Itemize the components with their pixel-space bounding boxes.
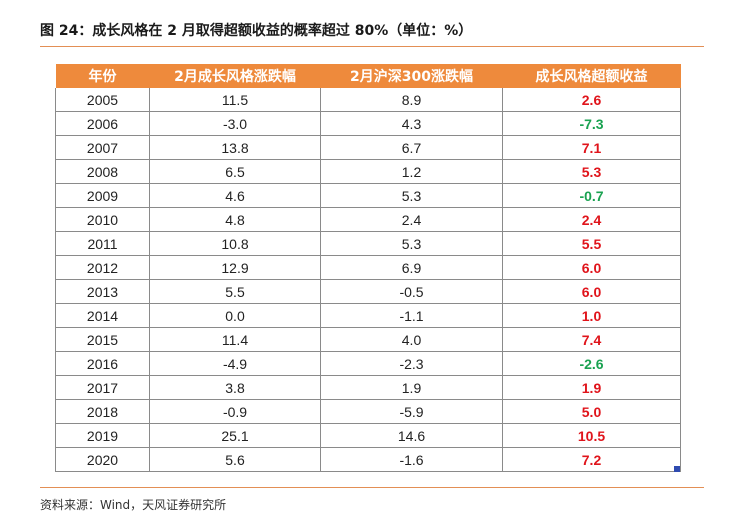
cell-year: 2019 [55,423,150,448]
table-row: 2009 4.6 5.3 -0.7 [55,183,681,208]
table-row: 2006 -3.0 4.3 -7.3 [55,111,681,136]
cell-year: 2006 [55,111,150,136]
cell-year: 2007 [55,135,150,160]
cell-growth-change: 5.6 [149,447,321,472]
cell-growth-change: 3.8 [149,375,321,400]
cell-growth-change: 25.1 [149,423,321,448]
table-row: 2008 6.5 1.2 5.3 [55,159,681,184]
source-note: 资料来源：Wind，天风证券研究所 [40,498,227,512]
cell-excess-return: 7.2 [502,447,681,472]
cell-csi300-change: 4.3 [320,111,503,136]
cell-csi300-change: 1.2 [320,159,503,184]
title-divider [40,46,704,47]
cell-growth-change: 4.6 [149,183,321,208]
cell-year: 2010 [55,207,150,232]
cell-csi300-change: -1.6 [320,447,503,472]
cell-excess-return: 6.0 [502,279,681,304]
cell-growth-change: 12.9 [149,255,321,280]
cell-year: 2008 [55,159,150,184]
cell-growth-change: -3.0 [149,111,321,136]
cell-growth-change: 6.5 [149,159,321,184]
cell-year: 2009 [55,183,150,208]
table-row: 2018 -0.9 -5.9 5.0 [55,399,681,424]
cell-excess-return: 2.6 [502,88,681,112]
header-csi300-change: 2月沪深300涨跌幅 [320,64,503,88]
cell-csi300-change: 6.9 [320,255,503,280]
figure-title: 图 24：成长风格在 2 月取得超额收益的概率超过 80%（单位：%） [40,23,473,39]
header-growth-change: 2月成长风格涨跌幅 [149,64,321,88]
cell-csi300-change: 1.9 [320,375,503,400]
table-row: 2011 10.8 5.3 5.5 [55,231,681,256]
table-row: 2014 0.0 -1.1 1.0 [55,303,681,328]
cell-excess-return: 1.0 [502,303,681,328]
cell-growth-change: 0.0 [149,303,321,328]
cell-excess-return: 6.0 [502,255,681,280]
cell-excess-return: 2.4 [502,207,681,232]
cell-csi300-change: -2.3 [320,351,503,376]
table-row: 2019 25.1 14.6 10.5 [55,423,681,448]
cell-csi300-change: 5.3 [320,231,503,256]
cell-excess-return: 7.4 [502,327,681,352]
cell-excess-return: 7.1 [502,135,681,160]
cell-excess-return: 5.0 [502,399,681,424]
cell-csi300-change: -1.1 [320,303,503,328]
table-row: 2010 4.8 2.4 2.4 [55,207,681,232]
cell-year: 2017 [55,375,150,400]
table-row: 2015 11.4 4.0 7.4 [55,327,681,352]
table-row: 2005 11.5 8.9 2.6 [55,88,681,112]
cell-growth-change: -0.9 [149,399,321,424]
cell-csi300-change: -0.5 [320,279,503,304]
table-row: 2016 -4.9 -2.3 -2.6 [55,351,681,376]
cell-excess-return: 5.5 [502,231,681,256]
cell-csi300-change: 8.9 [320,88,503,112]
cell-year: 2013 [55,279,150,304]
cell-csi300-change: -5.9 [320,399,503,424]
cell-growth-change: 10.8 [149,231,321,256]
cell-year: 2016 [55,351,150,376]
table-row: 2020 5.6 -1.6 7.2 [55,447,681,472]
cell-csi300-change: 2.4 [320,207,503,232]
cell-excess-return: -7.3 [502,111,681,136]
cell-year: 2011 [55,231,150,256]
cell-year: 2005 [55,88,150,112]
cell-excess-return: 1.9 [502,375,681,400]
resize-handle-icon [674,466,680,472]
table-row: 2012 12.9 6.9 6.0 [55,255,681,280]
cell-csi300-change: 4.0 [320,327,503,352]
cell-excess-return: 5.3 [502,159,681,184]
cell-csi300-change: 14.6 [320,423,503,448]
header-excess-return: 成长风格超额收益 [502,64,681,88]
table-row: 2007 13.8 6.7 7.1 [55,135,681,160]
cell-growth-change: -4.9 [149,351,321,376]
cell-year: 2014 [55,303,150,328]
table-row: 2017 3.8 1.9 1.9 [55,375,681,400]
cell-year: 2020 [55,447,150,472]
cell-year: 2012 [55,255,150,280]
cell-year: 2018 [55,399,150,424]
cell-growth-change: 11.5 [149,88,321,112]
source-divider [40,487,704,488]
cell-excess-return: 10.5 [502,423,681,448]
cell-growth-change: 11.4 [149,327,321,352]
table-row: 2013 5.5 -0.5 6.0 [55,279,681,304]
cell-csi300-change: 5.3 [320,183,503,208]
table-body: 2005 11.5 8.9 2.6 2006 -3.0 4.3 -7.3 2007 13.8 6.7… [55,88,681,472]
data-table: 年份 2月成长风格涨跌幅 2月沪深300涨跌幅 成长风格超额收益 2005 11.… [55,64,681,472]
header-year: 年份 [55,64,150,88]
table-header-row: 年份 2月成长风格涨跌幅 2月沪深300涨跌幅 成长风格超额收益 [55,64,681,88]
cell-excess-return: -2.6 [502,351,681,376]
cell-growth-change: 5.5 [149,279,321,304]
cell-growth-change: 4.8 [149,207,321,232]
cell-csi300-change: 6.7 [320,135,503,160]
cell-excess-return: -0.7 [502,183,681,208]
cell-year: 2015 [55,327,150,352]
cell-growth-change: 13.8 [149,135,321,160]
